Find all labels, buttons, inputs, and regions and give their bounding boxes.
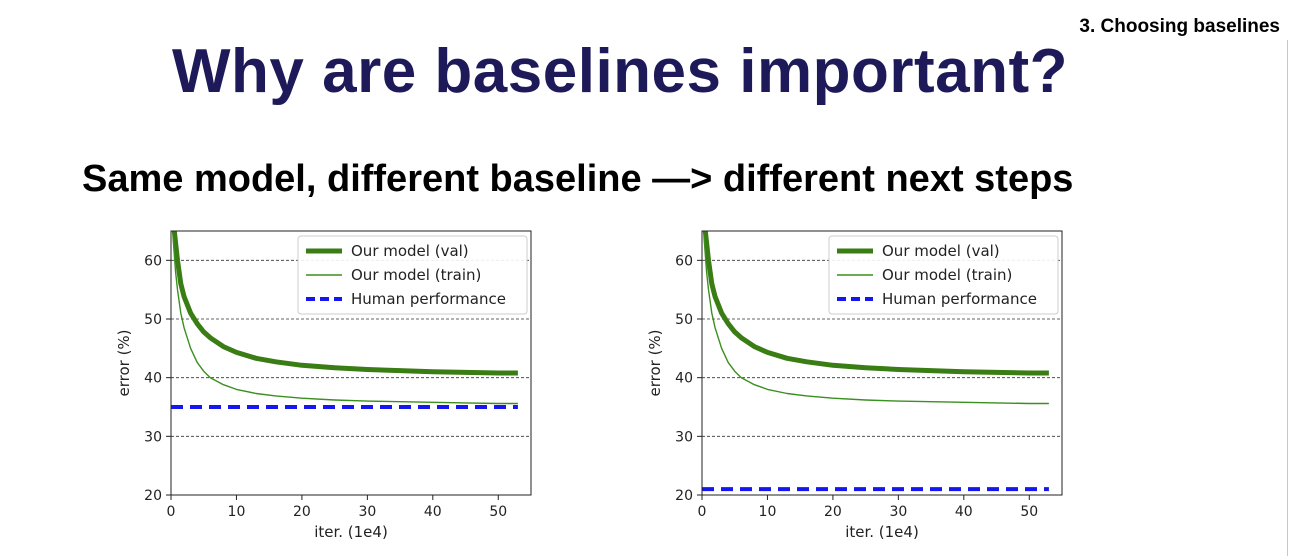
x-tick-label: 10 — [228, 504, 246, 520]
legend-label-1: Our model (train) — [882, 266, 1012, 284]
slide-title: Why are baselines important? — [172, 37, 1068, 106]
y-tick-label: 60 — [144, 253, 162, 269]
y-tick-label: 20 — [675, 488, 693, 504]
chart-right: 0 10 20 30 40 50 20 30 40 50 60 iter. (1e4) error (%… — [646, 230, 1063, 541]
series-line-0 — [171, 231, 518, 376]
legend-label-2: Human performance — [351, 290, 506, 308]
plot-frame — [701, 230, 1063, 496]
x-tick-label: 50 — [489, 504, 507, 520]
x-tick-label: 30 — [889, 504, 907, 520]
chart-left: 0 10 20 30 40 50 20 30 40 50 60 iter. (1e4) error (%… — [115, 230, 532, 541]
y-tick-label: 30 — [144, 429, 162, 445]
series-group — [702, 231, 1049, 492]
x-tick-label: 20 — [824, 504, 842, 520]
section-label: 3. Choosing baselines — [1079, 16, 1280, 37]
series-line-1 — [703, 236, 1049, 405]
x-tick-label: 0 — [167, 504, 176, 520]
y-tick-label: 40 — [675, 371, 693, 387]
x-tick-label: 10 — [759, 504, 777, 520]
legend-box — [828, 235, 1059, 315]
y-tick-label: 30 — [675, 429, 693, 445]
x-tick-label: 0 — [698, 504, 707, 520]
x-tick-label: 30 — [358, 504, 376, 520]
series-line-0 — [702, 231, 1049, 376]
right-divider — [1287, 40, 1288, 556]
x-tick-label: 40 — [955, 504, 973, 520]
y-tick-label: 20 — [144, 488, 162, 504]
legend-label-0: Our model (val) — [882, 242, 1000, 260]
y-tick-label: 50 — [144, 312, 162, 328]
x-tick-label: 20 — [293, 504, 311, 520]
legend-box — [297, 235, 528, 315]
series-group — [171, 231, 518, 409]
x-axis-label: iter. (1e4) — [845, 523, 919, 541]
y-axis-label: error (%) — [115, 329, 133, 396]
slide-subtitle: Same model, different baseline —> differ… — [82, 158, 1074, 200]
y-axis-label: error (%) — [646, 329, 664, 396]
legend-label-2: Human performance — [882, 290, 1037, 308]
y-tick-label: 40 — [144, 371, 162, 387]
x-tick-label: 40 — [424, 504, 442, 520]
plot-frame — [170, 230, 532, 496]
series-line-1 — [172, 236, 518, 405]
y-tick-label: 60 — [675, 253, 693, 269]
legend-label-1: Our model (train) — [351, 266, 481, 284]
legend-label-0: Our model (val) — [351, 242, 469, 260]
x-axis-label: iter. (1e4) — [314, 523, 388, 541]
y-tick-label: 50 — [675, 312, 693, 328]
x-tick-label: 50 — [1020, 504, 1038, 520]
